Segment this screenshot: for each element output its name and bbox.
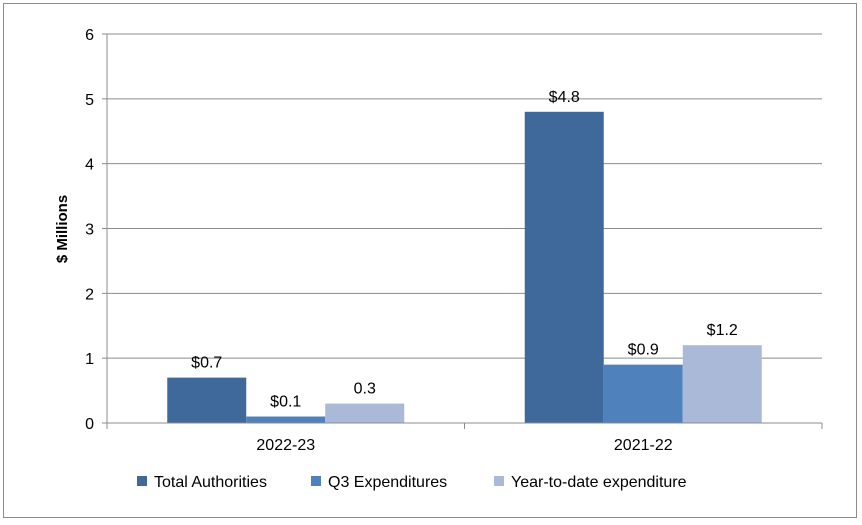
y-tick-label: 0 (85, 416, 94, 433)
legend: Total Authorities Q3 Expenditures Year-to-… (137, 474, 687, 491)
legend-swatch (137, 476, 147, 486)
y-tick-label: 2 (85, 286, 94, 303)
chart-frame (3, 3, 857, 518)
y-tick-label: 4 (85, 157, 94, 174)
bar (246, 416, 326, 423)
legend-swatch (311, 476, 321, 486)
legend-label: Year-to-date expenditure (511, 474, 687, 491)
y-tick-label: 3 (85, 222, 94, 239)
bar (167, 377, 247, 423)
data-label: $0.9 (628, 342, 659, 359)
data-label: $0.7 (191, 355, 222, 372)
data-label: 0.3 (354, 381, 376, 398)
data-label: $0.1 (270, 394, 301, 411)
legend-label: Total Authorities (154, 474, 267, 491)
y-tick-label: 1 (85, 351, 94, 368)
bar (524, 111, 604, 424)
y-tick-label: 6 (85, 27, 94, 44)
legend-label: Q3 Expenditures (328, 474, 447, 491)
x-tick-label: 2022-23 (256, 437, 315, 454)
gridlines (107, 33, 822, 359)
bars (167, 111, 762, 424)
bar (603, 364, 683, 423)
x-tick-label: 2021-22 (614, 437, 673, 454)
legend-swatch (494, 476, 504, 486)
y-axis-label: $ Millions (54, 195, 71, 263)
bar (325, 403, 405, 423)
y-tick-label: 5 (85, 92, 94, 109)
data-label: $4.8 (549, 89, 580, 106)
bar (682, 345, 762, 423)
data-labels: $0.7 $0.1 0.3 $4.8 $0.9 $1.2 (191, 89, 738, 411)
data-label: $1.2 (707, 322, 738, 339)
axes: 0 1 2 3 4 5 6 2022-23 2021-22 (85, 27, 823, 454)
